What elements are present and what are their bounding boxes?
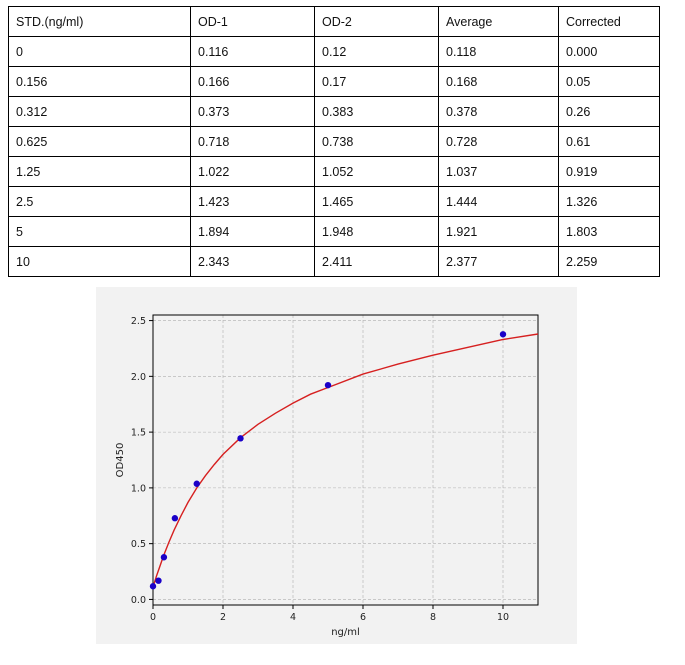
axis-ticks: 0 2 4 6 8 10 0.0 0.5 1.0 1.5 2.0 2.5	[131, 316, 509, 623]
table-cell: 0.378	[438, 96, 559, 127]
table-cell: 0.919	[558, 156, 660, 187]
data-point	[160, 554, 168, 561]
standard-curve-chart: 0 2 4 6 8 10 0.0 0.5 1.0 1.5 2.0 2.5 ng/ml OD450	[96, 287, 577, 644]
table-cell: 2.259	[558, 246, 660, 277]
table-cell: 0.116	[190, 36, 315, 67]
table-cell: 1.948	[314, 216, 439, 247]
x-tick-label: 6	[360, 612, 366, 623]
table-cell: 1.423	[190, 186, 315, 217]
table-row: 0.312 0.373 0.383 0.378 0.26	[8, 96, 660, 127]
data-point	[237, 435, 244, 442]
table-cell: 1.921	[438, 216, 559, 247]
x-tick-label: 2	[220, 612, 226, 623]
table-row: 0 0.116 0.12 0.118 0.000	[8, 36, 660, 67]
y-tick-label: 2.0	[131, 372, 146, 383]
x-tick-label: 0	[150, 612, 156, 623]
fit-curve-line	[152, 333, 539, 588]
table-row: 1.25 1.022 1.052 1.037 0.919	[8, 156, 660, 187]
column-header: Average	[438, 6, 559, 37]
table-row: 10 2.343 2.411 2.377 2.259	[8, 246, 660, 277]
table-cell: 0.625	[8, 126, 191, 157]
column-header: OD-1	[190, 6, 315, 37]
table-cell: 1.037	[438, 156, 559, 187]
table-cell: 0.373	[190, 96, 315, 127]
data-point	[149, 583, 157, 590]
table-cell: 0.312	[8, 96, 191, 127]
y-tick-label: 0.5	[131, 539, 146, 550]
table-cell: 0.166	[190, 66, 315, 97]
standard-curve-table: STD.(ng/ml) OD-1 OD-2 Average Corrected …	[8, 6, 660, 277]
data-point	[193, 480, 200, 487]
x-tick-label: 4	[290, 612, 296, 623]
table-cell: 1.894	[190, 216, 315, 247]
table-cell: 2.5	[8, 186, 191, 217]
table-cell: 0.718	[190, 126, 315, 157]
y-tick-label: 2.5	[131, 316, 146, 327]
table-cell: 0.12	[314, 36, 439, 67]
table-cell: 2.411	[314, 246, 439, 277]
fitted-curve	[152, 333, 539, 588]
table-row: 5 1.894 1.948 1.921 1.803	[8, 216, 660, 247]
data-point	[499, 331, 507, 338]
table-header-row: STD.(ng/ml) OD-1 OD-2 Average Corrected	[8, 6, 660, 37]
data-point	[155, 577, 162, 584]
data-point	[324, 381, 332, 389]
grid	[152, 315, 538, 605]
table-cell: 5	[8, 216, 191, 247]
table-cell: 1.052	[314, 156, 439, 187]
table-cell: 0.26	[558, 96, 660, 127]
table-cell: 0.168	[438, 66, 559, 97]
table-cell: 1.326	[558, 186, 660, 217]
table-cell: 0.728	[438, 126, 559, 157]
table-cell: 1.25	[8, 156, 191, 187]
y-tick-label: 1.0	[131, 483, 146, 494]
table-cell: 0.738	[314, 126, 439, 157]
table-cell: 2.377	[438, 246, 559, 277]
y-tick-label: 0.0	[131, 595, 146, 606]
table-row: 2.5 1.423 1.465 1.444 1.326	[8, 186, 660, 217]
table-cell: 0	[8, 36, 191, 67]
table-cell: 1.465	[314, 186, 439, 217]
chart-canvas: 0 2 4 6 8 10 0.0 0.5 1.0 1.5 2.0 2.5 ng/ml OD450	[115, 314, 539, 638]
y-axis-label: OD450	[115, 443, 126, 478]
table-cell: 0.118	[438, 36, 559, 67]
table-cell: 10	[8, 246, 191, 277]
column-header: OD-2	[314, 6, 439, 37]
x-tick-label: 10	[497, 612, 509, 623]
x-axis-label: ng/ml	[331, 627, 360, 638]
plot-frame	[152, 314, 539, 606]
table-cell: 0.383	[314, 96, 439, 127]
table-row: 0.156 0.166 0.17 0.168 0.05	[8, 66, 660, 97]
table-cell: 0.17	[314, 66, 439, 97]
table-cell: 1.444	[438, 186, 559, 217]
table-cell: 0.05	[558, 66, 660, 97]
y-tick-label: 1.5	[131, 428, 146, 439]
table-cell: 0.61	[558, 126, 660, 157]
table-cell: 2.343	[190, 246, 315, 277]
table-cell: 1.022	[190, 156, 315, 187]
table-cell: 0.000	[558, 36, 660, 67]
column-header: Corrected	[558, 6, 660, 37]
data-point	[171, 515, 179, 522]
table-cell: 0.156	[8, 66, 191, 97]
table-row: 0.625 0.718 0.738 0.728 0.61	[8, 126, 660, 157]
column-header: STD.(ng/ml)	[8, 6, 191, 37]
table-cell: 1.803	[558, 216, 660, 247]
data-points	[149, 331, 507, 590]
x-tick-label: 8	[430, 612, 436, 623]
